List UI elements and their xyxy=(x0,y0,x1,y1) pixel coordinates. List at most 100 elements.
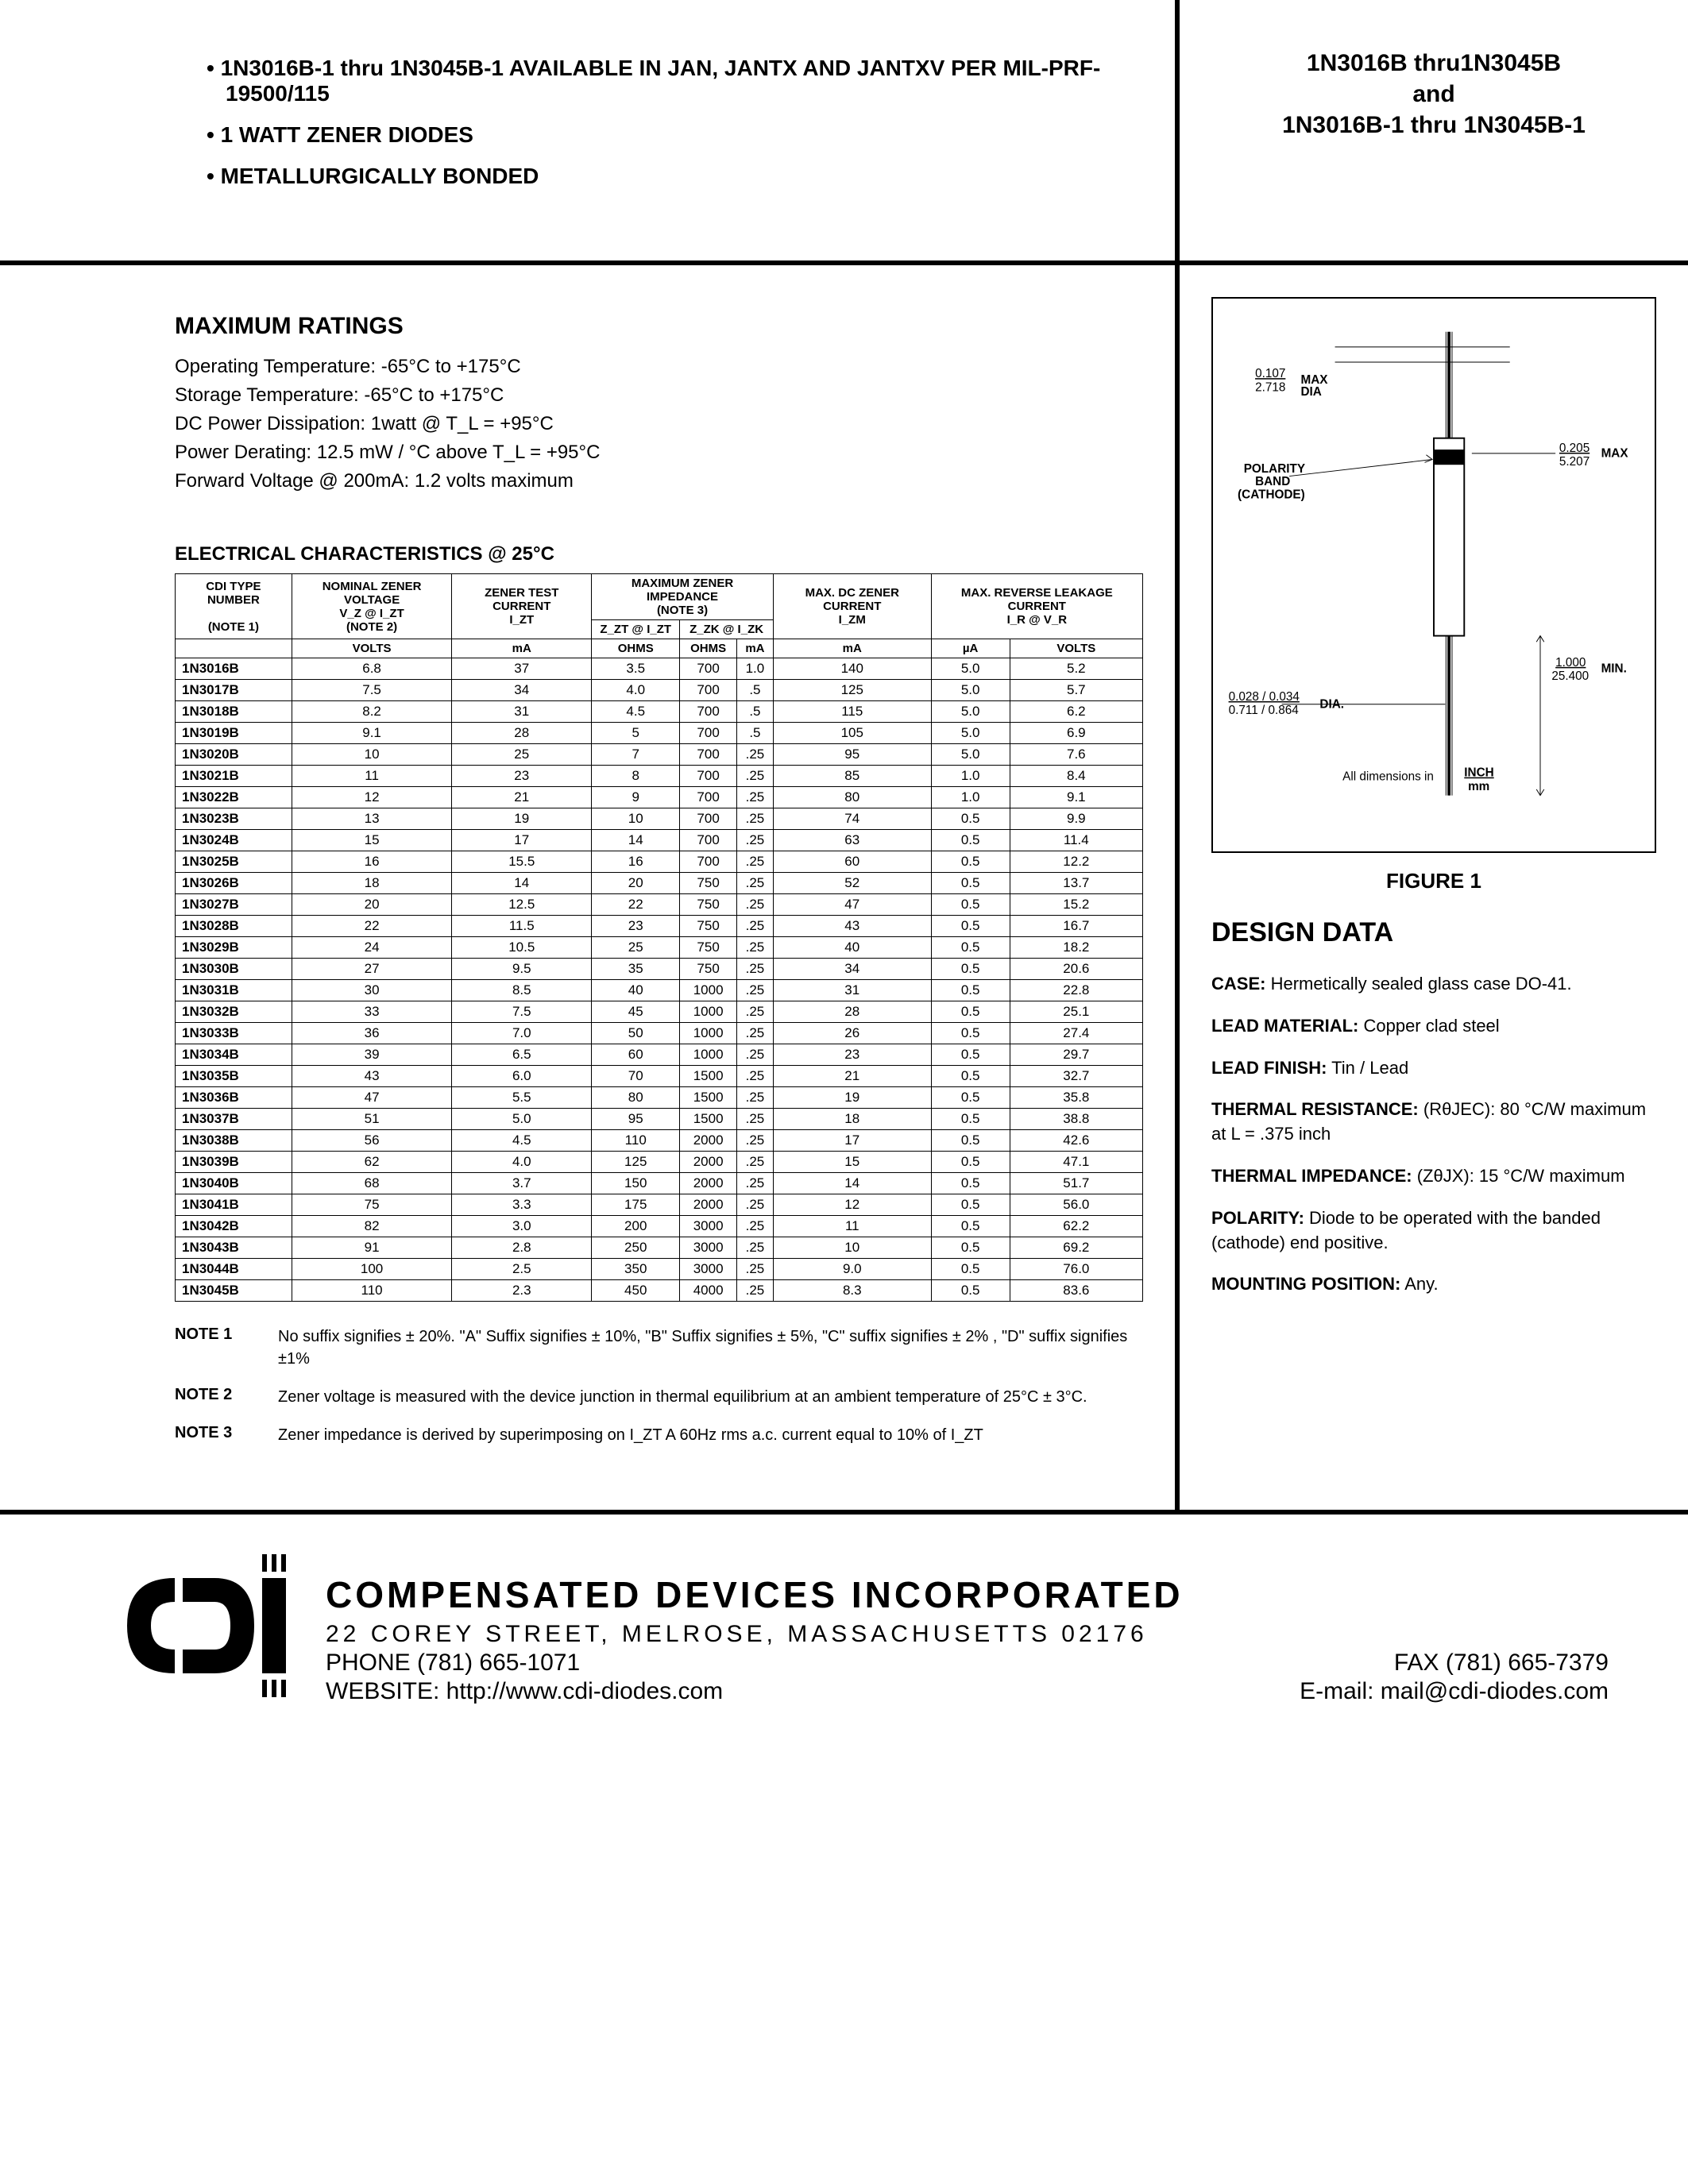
data-cell: 16.7 xyxy=(1010,916,1142,937)
footer-text: COMPENSATED DEVICES INCORPORATED 22 CORE… xyxy=(318,1573,1609,1705)
data-cell: 9.0 xyxy=(773,1259,931,1280)
data-cell: 42.6 xyxy=(1010,1130,1142,1152)
table-row: 1N3040B683.71502000.25140.551.7 xyxy=(176,1173,1143,1194)
data-cell: 63 xyxy=(773,830,931,851)
data-cell: 95 xyxy=(773,744,931,766)
data-cell: 0.5 xyxy=(931,1280,1010,1302)
data-cell: 5.0 xyxy=(452,1109,592,1130)
table-row: 1N3017B7.5344.0700.51255.05.7 xyxy=(176,680,1143,701)
data-cell: 7.5 xyxy=(452,1001,592,1023)
data-cell: 85 xyxy=(773,766,931,787)
data-cell: 0.5 xyxy=(931,980,1010,1001)
data-cell: 200 xyxy=(592,1216,680,1237)
rating-line: Forward Voltage @ 200mA: 1.2 volts maxim… xyxy=(175,467,1143,496)
data-cell: 1500 xyxy=(680,1066,737,1087)
data-cell: .25 xyxy=(736,1023,773,1044)
data-cell: .25 xyxy=(736,1087,773,1109)
data-cell: 68 xyxy=(292,1173,452,1194)
data-cell: 29.7 xyxy=(1010,1044,1142,1066)
data-cell: 0.5 xyxy=(931,1023,1010,1044)
th-maxdc: MAX. DC ZENER CURRENTI_ZM xyxy=(773,574,931,639)
data-cell: 1.0 xyxy=(931,766,1010,787)
data-cell: 175 xyxy=(592,1194,680,1216)
data-cell: 4.5 xyxy=(592,701,680,723)
data-cell: 35 xyxy=(592,959,680,980)
table-row: 1N3024B151714700.25630.511.4 xyxy=(176,830,1143,851)
svg-text:2.718: 2.718 xyxy=(1255,380,1285,394)
data-cell: 23 xyxy=(773,1044,931,1066)
th-nom: NOMINAL ZENER VOLTAGEV_Z @ I_ZT(NOTE 2) xyxy=(292,574,452,639)
data-cell: 40 xyxy=(592,980,680,1001)
data-cell: 15.2 xyxy=(1010,894,1142,916)
header-bullets: • 1N3016B-1 thru 1N3045B-1 AVAILABLE IN … xyxy=(0,0,1180,260)
note-2-text: Zener voltage is measured with the devic… xyxy=(278,1386,1143,1408)
th-test: ZENER TEST CURRENTI_ZT xyxy=(452,574,592,639)
data-cell: 700 xyxy=(680,830,737,851)
data-cell: .25 xyxy=(736,1173,773,1194)
data-cell: 0.5 xyxy=(931,808,1010,830)
data-cell: 47 xyxy=(292,1087,452,1109)
data-cell: 18 xyxy=(773,1109,931,1130)
data-cell: 37 xyxy=(452,658,592,680)
data-cell: 100 xyxy=(292,1259,452,1280)
data-cell: 19 xyxy=(773,1087,931,1109)
data-cell: .25 xyxy=(736,873,773,894)
data-cell: 3.3 xyxy=(452,1194,592,1216)
data-cell: 0.5 xyxy=(931,1044,1010,1066)
data-cell: 20 xyxy=(292,894,452,916)
design-data-heading: DESIGN DATA xyxy=(1211,917,1656,948)
data-cell: 62 xyxy=(292,1152,452,1173)
data-cell: 0.5 xyxy=(931,1001,1010,1023)
data-cell: .25 xyxy=(736,894,773,916)
data-cell: 2000 xyxy=(680,1130,737,1152)
contact-line-1: PHONE (781) 665-1071 FAX (781) 665-7379 xyxy=(326,1650,1609,1677)
data-cell: 9.1 xyxy=(292,723,452,744)
part-number-cell: 1N3028B xyxy=(176,916,292,937)
data-cell: 1000 xyxy=(680,1044,737,1066)
data-cell: 12.5 xyxy=(452,894,592,916)
data-cell: .25 xyxy=(736,1280,773,1302)
data-cell: 7.5 xyxy=(292,680,452,701)
data-cell: 82 xyxy=(292,1216,452,1237)
svg-text:0.028 / 0.034: 0.028 / 0.034 xyxy=(1229,690,1300,704)
u1 xyxy=(176,639,292,658)
data-cell: 27 xyxy=(292,959,452,980)
data-cell: 50 xyxy=(592,1023,680,1044)
data-cell: 2000 xyxy=(680,1194,737,1216)
part-number-cell: 1N3038B xyxy=(176,1130,292,1152)
bullet-3: • METALLURGICALLY BONDED xyxy=(207,164,1143,189)
data-cell: 13 xyxy=(292,808,452,830)
data-cell: .25 xyxy=(736,1216,773,1237)
data-cell: 2.5 xyxy=(452,1259,592,1280)
data-cell: 51 xyxy=(292,1109,452,1130)
part-number-cell: 1N3036B xyxy=(176,1087,292,1109)
data-cell: 11 xyxy=(292,766,452,787)
data-cell: 0.5 xyxy=(931,1087,1010,1109)
th-cdi: CDI TYPE NUMBER(NOTE 1) xyxy=(176,574,292,639)
data-cell: 4.0 xyxy=(592,680,680,701)
data-cell: 0.5 xyxy=(931,1173,1010,1194)
data-cell: 15 xyxy=(292,830,452,851)
data-cell: 110 xyxy=(592,1130,680,1152)
data-cell: 11.5 xyxy=(452,916,592,937)
part-number-cell: 1N3044B xyxy=(176,1259,292,1280)
table-row: 1N3035B436.0701500.25210.532.7 xyxy=(176,1066,1143,1087)
note-2-label: NOTE 2 xyxy=(175,1386,278,1408)
part-number-cell: 1N3030B xyxy=(176,959,292,980)
data-cell: 750 xyxy=(680,916,737,937)
data-cell: 60 xyxy=(592,1044,680,1066)
data-cell: 0.5 xyxy=(931,916,1010,937)
data-cell: 18 xyxy=(292,873,452,894)
table-row: 1N3018B8.2314.5700.51155.06.2 xyxy=(176,701,1143,723)
elec-table: CDI TYPE NUMBER(NOTE 1) NOMINAL ZENER VO… xyxy=(175,573,1143,1302)
data-cell: 700 xyxy=(680,787,737,808)
contact-line-2: WEBSITE: http://www.cdi-diodes.com E-mai… xyxy=(326,1678,1609,1705)
data-cell: 3000 xyxy=(680,1259,737,1280)
data-cell: 23 xyxy=(592,916,680,937)
table-row: 1N3036B475.5801500.25190.535.8 xyxy=(176,1087,1143,1109)
data-cell: 34 xyxy=(773,959,931,980)
table-row: 1N3031B308.5401000.25310.522.8 xyxy=(176,980,1143,1001)
svg-text:25.400: 25.400 xyxy=(1551,669,1589,683)
note-1-label: NOTE 1 xyxy=(175,1325,278,1370)
part-number-cell: 1N3026B xyxy=(176,873,292,894)
